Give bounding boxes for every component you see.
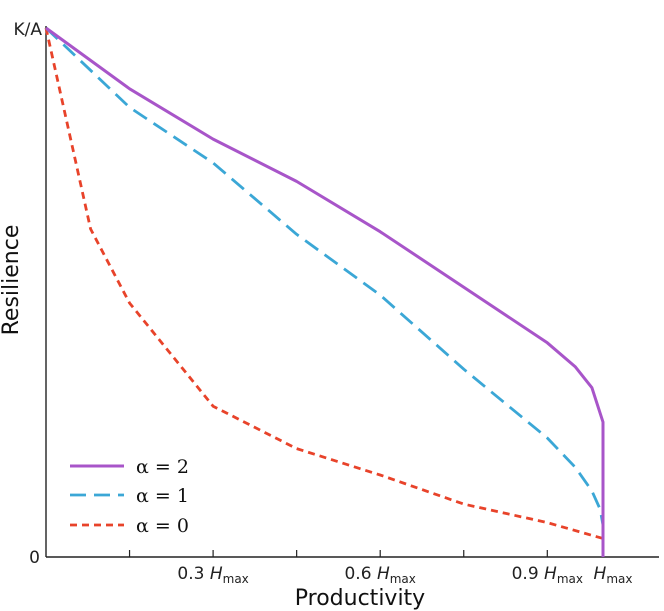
y-tick-label: K/A [13,20,42,40]
series-line-alpha2 [45,26,605,557]
legend: α = 2 α = 1 α = 0 [70,456,189,537]
x-tick-label: 0.3 Hmax [177,564,248,586]
x-axis-title: Productivity [295,586,425,611]
legend-label: α = 2 [136,456,189,478]
x-tick-label: 0.9 Hmax [512,564,583,586]
legend-label: α = 0 [136,515,189,537]
x-tick-label: Hmax [594,564,633,586]
legend-label: α = 1 [136,485,189,507]
axes: 0.3 Hmax 0.6 Hmax 0.9 Hmax Hmax K/A 0 [13,20,659,586]
y-axis-title: Resilience [0,225,24,336]
y-tick-label: 0 [29,548,40,568]
x-tick-label: 0.6 Hmax [344,564,415,586]
series-layer [44,26,605,557]
series-line-alpha1 [45,26,605,526]
series-line-alpha0 [44,27,604,540]
